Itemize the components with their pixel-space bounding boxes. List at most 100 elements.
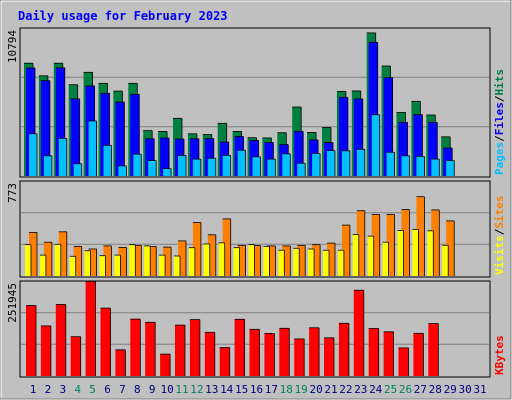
bar-visits [308,249,315,276]
legend-bottom: KBytes [493,335,506,375]
bar-sites [58,231,67,276]
bar-pages [133,154,142,176]
bar-visits [278,250,285,276]
bar-visits [427,230,434,276]
x-tick-label: 4 [74,383,81,396]
bar-sites [252,245,261,276]
x-tick-label: 26 [399,383,412,396]
bar-kbytes [130,319,141,376]
x-tick-label: 30 [458,383,471,396]
bar-pages [327,150,335,176]
bar-files [55,67,65,176]
bar-kbytes [398,347,409,376]
bar-sites [192,222,201,276]
y-max-label-top: 10794 [6,30,19,63]
bar-kbytes [338,323,349,376]
bar-kbytes [234,319,245,376]
bar-kbytes [353,290,364,376]
bar-sites [386,214,395,276]
bar-files [189,138,199,176]
bar-pages [446,160,455,176]
bar-pages [163,168,172,176]
bar-files [130,94,140,176]
legend-item-hits: Hits [493,69,506,96]
x-tick-label: 19 [295,383,308,396]
bar-pages [267,159,276,176]
bar-files [428,122,438,176]
bar-files [368,42,378,176]
bar-files [383,77,393,176]
x-tick-label: 6 [104,383,111,396]
bar-kbytes [264,333,275,376]
bar-kbytes [249,329,260,376]
bar-pages [416,156,425,176]
bar-sites [237,245,246,276]
bar-pages [341,150,350,176]
bar-sites [371,214,380,276]
bar-sites [282,245,291,276]
bar-files [70,98,80,176]
bar-sites [312,244,321,276]
bar-files [338,97,348,176]
bar-visits [412,229,419,276]
x-tick-label: 8 [134,383,141,396]
bar-visits [233,247,240,276]
bar-sites [327,243,335,276]
bar-kbytes [324,337,334,376]
bar-visits [54,244,61,276]
bar-sites [267,245,276,276]
bar-files [145,138,155,176]
bar-visits [337,250,344,276]
bar-visits [382,242,389,276]
bar-kbytes [189,319,200,376]
bar-pages [192,159,201,176]
bar-sites [446,220,455,276]
bar-files [40,80,50,176]
bar-sites [356,210,365,276]
legend-middle: Visits/Sites [493,196,506,276]
panel-border-bottom [19,280,491,378]
bar-kbytes [279,328,290,376]
x-tick-label: 15 [235,383,248,396]
bar-sites [297,245,306,276]
bar-kbytes [413,333,424,376]
y-max-label-middle: 773 [6,183,19,203]
bar-pages [312,153,321,176]
bar-sites [88,249,97,276]
bar-sites [401,209,410,276]
bar-sites [29,232,37,276]
bar-visits [293,248,300,276]
legend-separator: / [493,95,506,102]
x-tick-label: 16 [250,383,263,396]
legend-item-kbytes: KBytes [493,335,506,375]
bar-visits [114,255,121,276]
bar-visits [129,244,136,276]
panel-bottom: 251945 KBytes [6,280,506,378]
x-tick-label: 27 [414,383,427,396]
bar-sites [416,196,425,276]
legend-separator: / [493,135,506,142]
legend-item-pages: Pages [493,142,506,175]
x-tick-label: 11 [175,383,188,396]
bar-sites [163,247,172,276]
x-tick-label: 12 [190,383,203,396]
bar-sites [207,234,216,276]
bar-pages [43,155,52,176]
bar-sites [341,225,350,276]
bar-visits [248,244,255,276]
bar-pages [148,160,157,176]
panel-border-middle [19,180,491,278]
x-tick-label: 2 [45,383,52,396]
bar-visits [352,234,359,276]
bar-kbytes [26,305,36,376]
bar-files [26,68,35,176]
x-tick-label: 5 [89,383,96,396]
bar-kbytes [160,354,171,376]
bar-pages [386,152,395,176]
bar-sites [178,240,186,276]
bar-sites [118,247,127,276]
bar-visits [25,244,31,276]
bar-pages [29,133,37,176]
